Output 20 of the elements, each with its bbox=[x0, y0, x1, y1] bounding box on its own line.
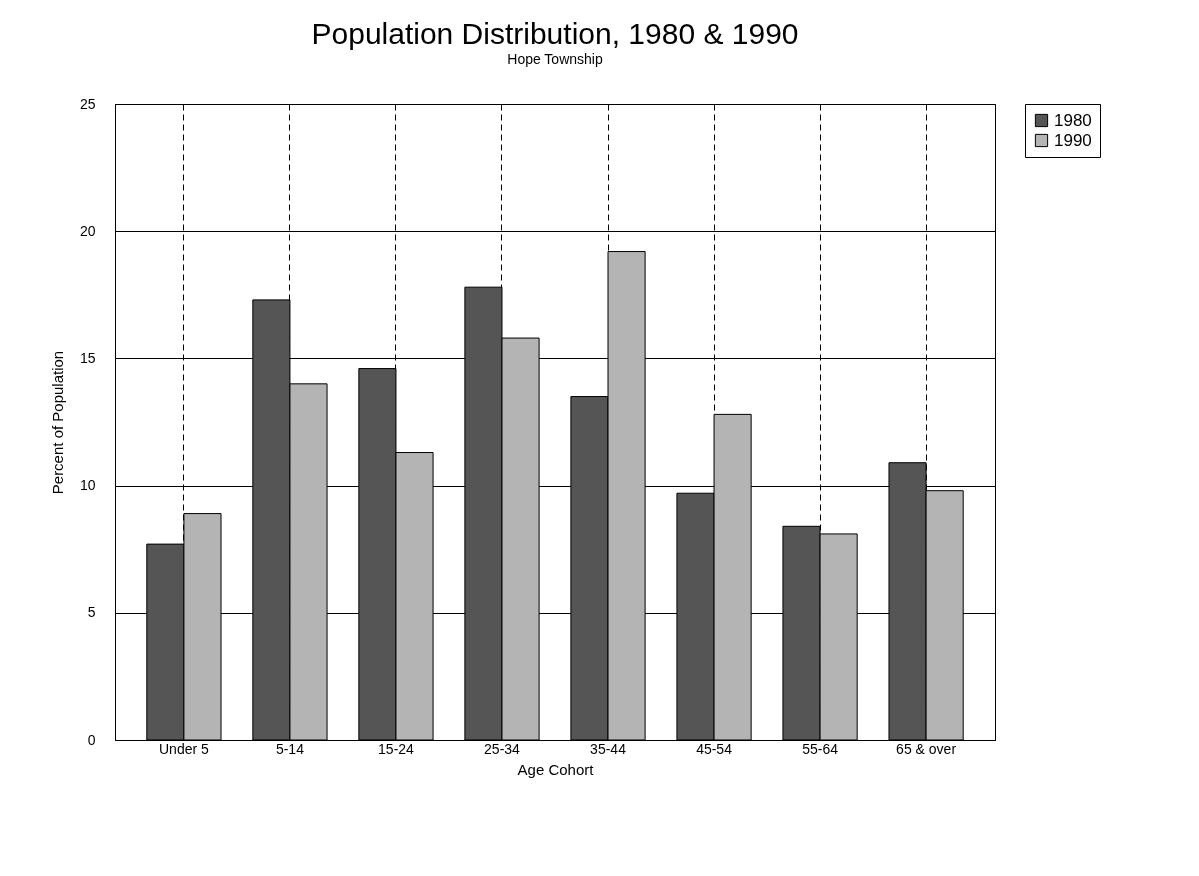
legend-label: 1980 bbox=[1054, 110, 1092, 130]
x-tick-label: 15-24 bbox=[378, 740, 415, 757]
x-tick-label: 45-54 bbox=[696, 740, 733, 757]
legend-label: 1990 bbox=[1054, 130, 1092, 150]
x-tick-label: 25-34 bbox=[484, 740, 521, 757]
y-tick-label: 15 bbox=[79, 349, 96, 366]
x-tick-label: Under 5 bbox=[159, 740, 210, 757]
y-axis-title: Percent of Population bbox=[48, 350, 66, 495]
y-tick-label: 25 bbox=[79, 95, 96, 112]
y-tick-label: 5 bbox=[87, 604, 96, 621]
x-axis-title: Age Cohort bbox=[517, 760, 595, 778]
x-tick-label: 35-44 bbox=[590, 740, 627, 757]
x-tick-label: 65 & over bbox=[896, 740, 957, 757]
x-tick-label: 5-14 bbox=[275, 740, 305, 757]
chart-subtitle: Hope Township bbox=[507, 51, 603, 67]
x-tick-label: 55-64 bbox=[802, 740, 839, 757]
y-tick-label: 20 bbox=[79, 222, 96, 239]
y-tick-label: 0 bbox=[87, 731, 96, 748]
y-tick-label: 10 bbox=[79, 477, 96, 494]
chart-title: Population Distribution, 1980 & 1990 bbox=[311, 17, 799, 50]
